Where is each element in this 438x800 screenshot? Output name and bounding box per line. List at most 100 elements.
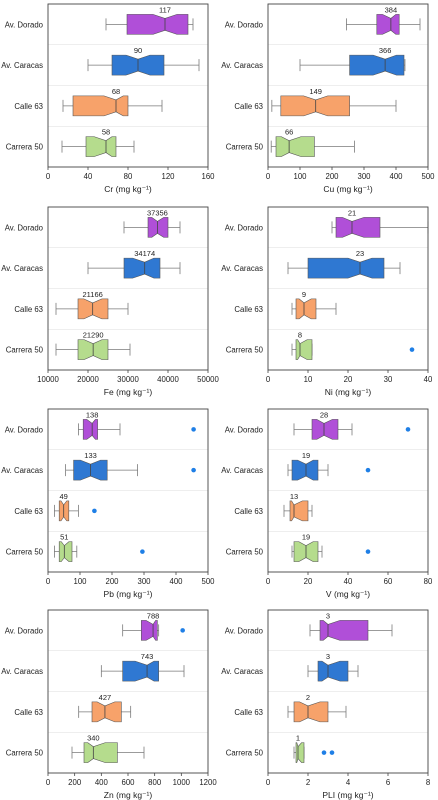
box-av-caracas: 743 Av. Caracas <box>1 652 185 682</box>
category-label: Av. Caracas <box>1 466 43 475</box>
median-label: 51 <box>60 533 68 542</box>
x-tick-label: 80 <box>124 172 133 181</box>
x-axis-label: Zn (mg kg⁻¹) <box>104 790 153 800</box>
x-tick-label: 60 <box>384 577 393 586</box>
x-tick-label: 120 <box>161 172 175 181</box>
box-calle-63: 13 Calle 63 <box>234 492 313 522</box>
box-carrera-50: 340 Carrera 50 <box>6 734 145 763</box>
x-tick-label: 1200 <box>199 778 217 787</box>
median-label: 19 <box>302 451 310 460</box>
x-tick-label: 300 <box>357 172 371 181</box>
box-av-dorado: 21 Av. Dorado <box>225 208 429 238</box>
x-tick-label: 0 <box>266 375 271 384</box>
category-label: Carrera 50 <box>6 548 44 557</box>
outlier-point <box>92 508 97 514</box>
box-av-caracas: 19 Av. Caracas <box>221 451 371 481</box>
outlier-point <box>329 750 335 755</box>
category-label: Av. Dorado <box>5 20 44 29</box>
box-carrera-50: 66 Carrera 50 <box>226 128 355 157</box>
x-axis-label: Cu (mg kg⁻¹) <box>323 184 373 194</box>
category-label: Av. Dorado <box>225 626 264 635</box>
box-body <box>147 217 169 238</box>
box-av-dorado: 788 Av. Dorado <box>5 611 185 641</box>
median-label: 117 <box>159 5 171 14</box>
category-label: Calle 63 <box>14 305 43 314</box>
median-label: 68 <box>112 87 120 96</box>
panel-pli: 3 Av. Dorado 3 Av. Caracas 2 Calle 63 1 Carrera… <box>221 609 430 800</box>
x-tick-label: 30 <box>384 375 393 384</box>
category-label: Calle 63 <box>234 507 263 516</box>
box-av-dorado: 117 Av. Dorado <box>5 5 194 35</box>
category-label: Calle 63 <box>14 102 43 111</box>
box-body <box>91 701 122 723</box>
box-body <box>376 14 400 35</box>
box-body <box>295 339 313 360</box>
box-calle-63: 427 Calle 63 <box>14 693 132 723</box>
category-label: Calle 63 <box>14 708 43 717</box>
median-label: 743 <box>141 652 154 661</box>
box-av-caracas: 23 Av. Caracas <box>221 249 401 279</box>
x-tick-label: 6 <box>386 778 390 787</box>
x-tick-label: 600 <box>121 778 135 787</box>
x-tick-label: 40 <box>84 172 93 181</box>
x-tick-label: 2 <box>306 778 310 787</box>
category-label: Av. Dorado <box>5 425 44 434</box>
category-label: Carrera 50 <box>6 143 44 152</box>
box-body <box>295 298 317 320</box>
category-label: Av. Dorado <box>5 223 44 232</box>
x-tick-label: 10 <box>304 375 313 384</box>
box-av-caracas: 133 Av. Caracas <box>1 451 196 481</box>
box-body <box>85 136 117 157</box>
x-tick-label: 160 <box>201 172 215 181</box>
x-tick-label: 20000 <box>77 375 99 384</box>
category-label: Carrera 50 <box>226 548 264 557</box>
x-tick-label: 20 <box>304 577 313 586</box>
box-body <box>72 95 129 117</box>
box-av-caracas: 34174 Av. Caracas <box>1 249 181 279</box>
box-av-dorado: 28 Av. Dorado <box>225 410 411 440</box>
median-label: 133 <box>84 451 97 460</box>
category-label: Carrera 50 <box>226 346 264 355</box>
x-tick-label: 400 <box>95 778 109 787</box>
category-label: Av. Caracas <box>1 667 43 676</box>
box-calle-63: 149 Calle 63 <box>234 87 397 117</box>
box-calle-63: 9 Calle 63 <box>234 290 337 320</box>
outlier-point <box>365 549 371 554</box>
x-axis-label: Ni (mg kg⁻¹) <box>325 387 372 397</box>
outlier-point <box>365 467 371 473</box>
x-axis-label: Pb (mg kg⁻¹) <box>104 589 153 599</box>
category-label: Av. Dorado <box>225 223 264 232</box>
box-calle-63: 21166 Calle 63 <box>14 290 129 320</box>
x-tick-label: 200 <box>105 577 119 586</box>
panel-fe: 37356 Av. Dorado 34174 Av. Caracas 21166 Call… <box>1 206 220 397</box>
category-label: Calle 63 <box>234 102 263 111</box>
median-label: 138 <box>86 410 99 419</box>
median-label: 37356 <box>147 208 168 217</box>
box-body <box>275 136 315 157</box>
x-tick-label: 40 <box>424 375 433 384</box>
x-axis-label: Cr (mg kg⁻¹) <box>104 184 152 194</box>
median-label: 149 <box>309 87 322 96</box>
box-carrera-50: 8 Carrera 50 <box>226 331 415 360</box>
category-label: Calle 63 <box>14 507 43 516</box>
category-label: Av. Caracas <box>221 466 263 475</box>
x-tick-label: 1000 <box>173 778 191 787</box>
box-av-dorado: 384 Av. Dorado <box>225 5 421 35</box>
box-body <box>349 54 405 76</box>
x-tick-label: 500 <box>201 577 215 586</box>
box-body <box>295 742 305 763</box>
box-av-caracas: 366 Av. Caracas <box>221 46 406 76</box>
box-calle-63: 49 Calle 63 <box>14 492 97 522</box>
box-body <box>317 660 349 682</box>
outlier-point <box>180 628 185 633</box>
median-label: 23 <box>356 249 364 258</box>
outlier-point <box>405 427 411 432</box>
median-label: 13 <box>290 492 298 501</box>
box-av-caracas: 3 Av. Caracas <box>221 652 359 682</box>
outlier-point <box>140 549 145 554</box>
box-body <box>82 419 98 440</box>
median-label: 34174 <box>134 249 155 258</box>
x-tick-label: 100 <box>73 577 87 586</box>
median-label: 28 <box>320 410 328 419</box>
category-label: Carrera 50 <box>6 346 44 355</box>
